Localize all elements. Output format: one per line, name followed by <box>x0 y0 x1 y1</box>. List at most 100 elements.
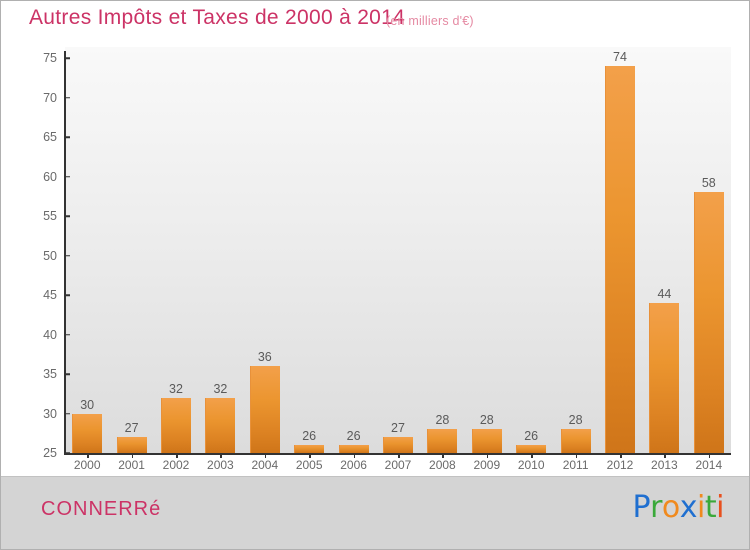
y-axis-tick-label: 30 <box>43 406 57 421</box>
bar-rect[interactable] <box>605 65 635 453</box>
y-axis-tick-label: 70 <box>43 90 57 105</box>
logo-letter: P <box>632 490 651 525</box>
bar-value-label: 26 <box>346 429 361 444</box>
x-axis-tick-mark <box>708 453 711 458</box>
x-axis-tick-label: 2002 <box>162 458 190 472</box>
bar-rect[interactable] <box>560 429 591 453</box>
logo-letter: o <box>661 490 680 525</box>
y-axis-tick-label: 60 <box>43 169 57 184</box>
y-axis-tick-label: 55 <box>43 209 57 223</box>
bar-value-label: 36 <box>257 350 272 365</box>
y-axis-tick-label: 75 <box>43 51 57 65</box>
x-axis-tick-label: 2000 <box>73 458 101 472</box>
bar-item[interactable]: 32 <box>205 58 236 453</box>
bar-item[interactable]: 28 <box>471 58 502 453</box>
bar-item[interactable]: 74 <box>605 50 635 453</box>
bar-rect[interactable] <box>72 413 103 453</box>
x-axis-tick-mark <box>620 453 622 458</box>
x-axis-tick-label: 2004 <box>251 458 279 472</box>
x-axis-tick-mark <box>575 453 578 458</box>
bar-value-label: 30 <box>80 397 95 412</box>
bar-item[interactable]: 26 <box>294 58 325 453</box>
y-axis-tick-mark <box>65 412 70 415</box>
bar-rect[interactable] <box>471 429 502 453</box>
bar-rect[interactable] <box>649 302 680 453</box>
bar-item[interactable]: 26 <box>338 58 369 453</box>
y-axis-tick-mark <box>65 333 70 336</box>
bar-item[interactable]: 28 <box>560 58 591 453</box>
x-axis-tick-mark <box>131 453 134 458</box>
x-axis-tick-mark <box>442 453 444 458</box>
footer-divider <box>1 476 749 477</box>
x-axis-tick-mark <box>309 453 311 458</box>
x-axis-tick-label: 2008 <box>429 458 456 472</box>
y-axis-tick-mark <box>65 254 70 257</box>
x-axis-tick-mark <box>176 453 178 458</box>
bar-item[interactable]: 27 <box>116 58 147 453</box>
proxiti-logo[interactable]: Proxiti <box>632 490 724 525</box>
bar-value-label: 58 <box>701 176 716 191</box>
y-axis-tick-mark <box>65 57 70 59</box>
bar-rect[interactable] <box>249 366 280 453</box>
y-axis-line <box>64 51 66 454</box>
bar-rect[interactable] <box>427 429 458 453</box>
x-axis-tick-mark <box>664 453 666 458</box>
bar-value-label: 28 <box>435 413 450 428</box>
y-axis-tick-mark <box>65 136 70 138</box>
chart-footer: CONNERRé Proxiti <box>1 476 749 549</box>
bar-rect[interactable] <box>161 397 191 453</box>
bar-rect[interactable] <box>516 445 547 453</box>
logo-letter: x <box>679 490 698 525</box>
bar-rect[interactable] <box>383 437 413 453</box>
y-axis-tick-label: 35 <box>43 367 57 381</box>
bar-value-label: 74 <box>613 49 627 64</box>
bar-value-label: 26 <box>302 429 317 444</box>
x-axis-tick-mark <box>486 453 489 458</box>
y-axis-tick-mark <box>65 452 70 454</box>
logo-letter: r <box>650 490 662 525</box>
bar-value-label: 32 <box>213 381 228 396</box>
bar-rect[interactable] <box>116 437 147 453</box>
bar-item[interactable]: 58 <box>693 58 724 453</box>
x-axis-tick-label: 2011 <box>562 458 589 472</box>
x-axis-tick-label: 2007 <box>384 458 412 472</box>
y-axis-tick-label: 40 <box>43 327 57 342</box>
bar-item[interactable]: 30 <box>72 58 103 453</box>
town-name-label: CONNERRé <box>41 498 162 520</box>
x-axis-tick-mark <box>220 453 222 458</box>
chart-header: Autres Impôts et Taxes de 2000 à 2014 (e… <box>1 1 749 37</box>
x-axis-tick-label: 2014 <box>695 458 723 472</box>
x-axis-tick-mark <box>398 453 400 458</box>
bar-rect[interactable] <box>338 445 369 453</box>
x-axis-tick-label: 2012 <box>606 458 634 472</box>
bar-item[interactable]: 36 <box>249 58 280 453</box>
bar-item[interactable]: 32 <box>161 58 191 453</box>
logo-letter: i <box>697 490 705 525</box>
bar-value-label: 27 <box>391 421 405 436</box>
bar-value-label: 28 <box>568 413 583 428</box>
y-axis-tick-mark <box>65 373 70 375</box>
x-axis-tick-label: 2005 <box>295 458 323 472</box>
bar-value-label: 27 <box>124 421 139 436</box>
bar-item[interactable]: 26 <box>516 58 547 453</box>
bar-rect[interactable] <box>205 397 236 453</box>
x-axis-tick-mark <box>264 453 267 458</box>
bar-rect[interactable] <box>294 445 325 453</box>
bar-value-label: 32 <box>169 381 183 396</box>
bar-item[interactable]: 27 <box>383 58 413 453</box>
bar-rect[interactable] <box>693 192 724 453</box>
y-axis-tick-label: 50 <box>43 248 57 263</box>
x-axis-tick-mark <box>531 453 533 458</box>
logo-letter: t <box>704 490 717 525</box>
y-axis-tick-label: 25 <box>43 446 57 460</box>
bar-item[interactable]: 44 <box>649 58 680 453</box>
y-axis-tick-label: 65 <box>43 130 57 144</box>
x-axis-tick-label: 2013 <box>651 458 678 472</box>
x-axis-tick-label: 2010 <box>517 458 545 472</box>
y-axis-tick-mark <box>65 215 70 217</box>
bar-value-label: 28 <box>479 413 494 428</box>
chart-units-subtitle: (en milliers d'€) <box>386 14 474 28</box>
bar-item[interactable]: 28 <box>427 58 458 453</box>
x-axis-tick-label: 2006 <box>340 458 367 472</box>
